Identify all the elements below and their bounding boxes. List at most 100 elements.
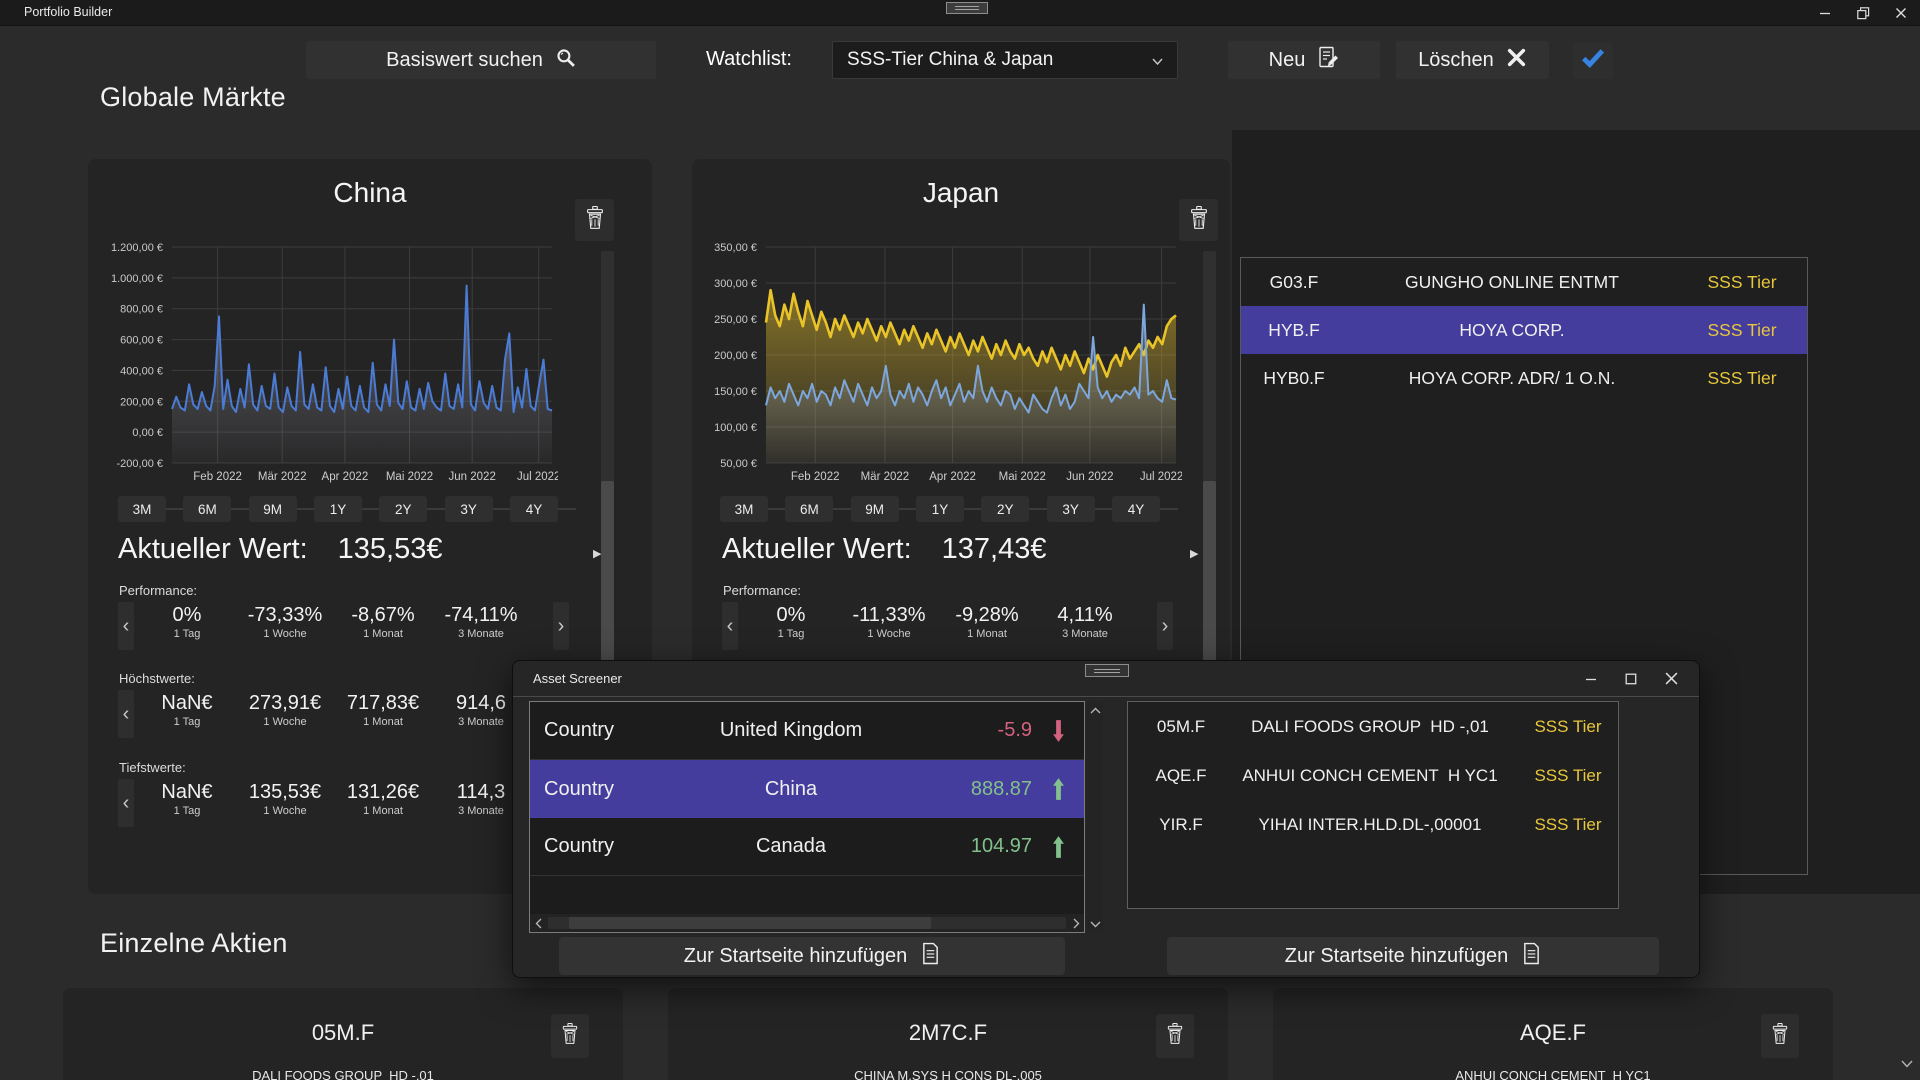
- watchlist-dropdown[interactable]: SSS-Tier China & Japan: [832, 41, 1178, 79]
- japan-range-6m[interactable]: 6M: [785, 496, 834, 522]
- delete-china-card-button[interactable]: [575, 199, 614, 241]
- close-button[interactable]: [1882, 0, 1920, 26]
- stock-card-aqef[interactable]: AQE.F ANHUI CONCH CEMENT H YC1: [1273, 988, 1833, 1080]
- table-row-selected[interactable]: HYB.F HOYA CORP. SSS Tier: [1241, 306, 1807, 354]
- delete-stock-card-button[interactable]: [551, 1014, 589, 1058]
- japan-card-title: Japan: [922, 177, 1000, 208]
- japan-range-1y[interactable]: 1Y: [915, 496, 964, 522]
- china-performance-scroll-left[interactable]: ‹: [118, 602, 134, 650]
- country-value: 104.97: [970, 835, 1032, 857]
- svg-text:800,00 €: 800,00 €: [120, 304, 163, 316]
- japan-range-3y[interactable]: 3Y: [1046, 496, 1095, 522]
- page-scroll-down-icon[interactable]: [1898, 1054, 1916, 1074]
- stock-card-05mf[interactable]: 05M.F DALI FOODS GROUP HD -,01: [63, 988, 623, 1080]
- dialog-close-button[interactable]: [1657, 666, 1685, 691]
- china-highs-metric: NaN€ 1 Tag: [161, 692, 213, 728]
- delete-japan-card-button[interactable]: [1179, 199, 1218, 241]
- svg-text:Feb 2022: Feb 2022: [791, 471, 840, 483]
- japan-range-2y[interactable]: 2Y: [981, 496, 1030, 522]
- china-lows-metric: 131,26€ 1 Monat: [346, 781, 420, 817]
- add-country-to-home-button[interactable]: Zur Startseite hinzufügen: [559, 937, 1065, 975]
- stock-symbol: G03.F: [1269, 271, 1319, 292]
- dialog-drag-handle[interactable]: [1085, 664, 1129, 677]
- china-expand-arrow-icon[interactable]: ▶: [593, 548, 602, 560]
- add-stock-to-home-label: Zur Startseite hinzufügen: [1284, 944, 1509, 967]
- stock-card-symbol: AQE.F: [1519, 1020, 1586, 1045]
- add-stock-to-home-button[interactable]: Zur Startseite hinzufügen: [1167, 937, 1659, 975]
- dialog-window-controls: [1577, 666, 1685, 691]
- svg-text:Apr 2022: Apr 2022: [322, 471, 369, 483]
- china-range-3m[interactable]: 3M: [118, 496, 166, 522]
- svg-text:200,00 €: 200,00 €: [120, 396, 163, 408]
- china-range-selector: 3M 6M 9M 1Y 2Y 3Y 4Y: [118, 496, 576, 522]
- china-range-2y[interactable]: 2Y: [379, 496, 428, 522]
- japan-performance-label: Performance:: [723, 583, 802, 598]
- china-range-9m[interactable]: 9M: [248, 496, 297, 522]
- scroll-right-icon[interactable]: [1068, 914, 1084, 932]
- china-range-3y[interactable]: 3Y: [444, 496, 493, 522]
- minimize-button[interactable]: [1806, 0, 1844, 26]
- delete-watchlist-button[interactable]: Löschen: [1396, 41, 1549, 79]
- china-range-4y[interactable]: 4Y: [509, 496, 558, 522]
- watchlist-dropdown-value: SSS-Tier China & Japan: [847, 49, 1054, 70]
- stock-card-name: ANHUI CONCH CEMENT H YC1: [1455, 1068, 1651, 1080]
- dialog-minimize-button[interactable]: [1577, 666, 1605, 691]
- search-underlying-label: Basiswert suchen: [386, 48, 543, 71]
- stock-tier-badge: SSS Tier: [1534, 716, 1602, 736]
- scroll-up-icon[interactable]: [1087, 701, 1103, 719]
- table-row[interactable]: G03.F GUNGHO ONLINE ENTMT SSS Tier: [1241, 258, 1807, 306]
- china-highs-scroll-left[interactable]: ‹: [118, 690, 134, 738]
- country-name: China: [764, 777, 818, 800]
- china-current-value-label: Aktueller Wert:: [118, 533, 308, 565]
- japan-range-4y[interactable]: 4Y: [1111, 496, 1160, 522]
- screener-stock-row[interactable]: 05M.F DALI FOODS GROUP HD -,01 SSS Tier: [1128, 702, 1618, 751]
- new-watchlist-button[interactable]: Neu: [1228, 41, 1380, 79]
- svg-text:Jun 2022: Jun 2022: [449, 471, 496, 483]
- svg-text:250,00 €: 250,00 €: [714, 314, 757, 326]
- svg-text:Mär 2022: Mär 2022: [861, 471, 910, 483]
- svg-text:1.200,00 €: 1.200,00 €: [111, 242, 163, 254]
- scroll-down-icon[interactable]: [1087, 915, 1103, 933]
- check-icon: [1581, 48, 1605, 74]
- confirm-button[interactable]: [1573, 42, 1613, 79]
- delete-watchlist-label: Löschen: [1418, 48, 1494, 71]
- screener-stock-row[interactable]: YIR.F YIHAI INTER.HLD.DL-,00001 SSS Tier: [1128, 800, 1618, 849]
- country-row[interactable]: Country United Kingdom -5.9: [530, 702, 1084, 760]
- delete-stock-card-button[interactable]: [1761, 1014, 1799, 1058]
- table-row[interactable]: HYB0.F HOYA CORP. ADR/ 1 O.N. SSS Tier: [1241, 354, 1807, 402]
- screener-stock-row[interactable]: AQE.F ANHUI CONCH CEMENT H YC1 SSS Tier: [1128, 751, 1618, 800]
- country-row[interactable]: Country Canada 104.97: [530, 818, 1084, 876]
- china-lows-label: Tiefstwerte:: [119, 760, 186, 775]
- svg-text:-200,00 €: -200,00 €: [117, 458, 163, 470]
- china-range-1y[interactable]: 1Y: [313, 496, 362, 522]
- x-icon: [1506, 47, 1527, 74]
- stock-symbol: HYB.F: [1268, 319, 1320, 340]
- svg-text:400,00 €: 400,00 €: [120, 365, 163, 377]
- japan-range-3m[interactable]: 3M: [720, 496, 768, 522]
- country-list-horizontal-scrollbar[interactable]: [530, 914, 1084, 932]
- svg-text:1.000,00 €: 1.000,00 €: [111, 273, 163, 285]
- scroll-left-icon[interactable]: [530, 914, 546, 932]
- china-performance-scroll-right[interactable]: ›: [553, 602, 569, 650]
- search-underlying-button[interactable]: Basiswert suchen: [306, 41, 656, 79]
- japan-expand-arrow-icon[interactable]: ▶: [1190, 548, 1199, 560]
- dialog-maximize-button[interactable]: [1617, 666, 1645, 691]
- country-row-selected[interactable]: Country China 888.87: [530, 760, 1084, 818]
- japan-performance-scroll-left[interactable]: ‹: [722, 602, 738, 650]
- window-drag-handle[interactable]: [946, 2, 988, 14]
- stock-symbol: HYB0.F: [1263, 367, 1325, 388]
- japan-range-9m[interactable]: 9M: [850, 496, 899, 522]
- svg-text:350,00 €: 350,00 €: [714, 242, 757, 254]
- china-range-6m[interactable]: 6M: [183, 496, 232, 522]
- china-lows-scroll-left[interactable]: ‹: [118, 779, 134, 827]
- country-list-vertical-scrollbar[interactable]: [1087, 701, 1103, 933]
- arrow-up-icon: [1032, 834, 1084, 860]
- delete-stock-card-button[interactable]: [1156, 1014, 1194, 1058]
- stock-card-2m7cf[interactable]: 2M7C.F CHINA M.SYS H CONS DL-,005: [668, 988, 1228, 1080]
- stock-card-name: DALI FOODS GROUP HD -,01: [252, 1068, 434, 1080]
- search-icon: [555, 47, 576, 74]
- japan-performance-scroll-right[interactable]: ›: [1157, 602, 1173, 650]
- restore-button[interactable]: [1844, 0, 1882, 26]
- svg-text:Mär 2022: Mär 2022: [258, 471, 307, 483]
- document-icon: [1522, 942, 1541, 971]
